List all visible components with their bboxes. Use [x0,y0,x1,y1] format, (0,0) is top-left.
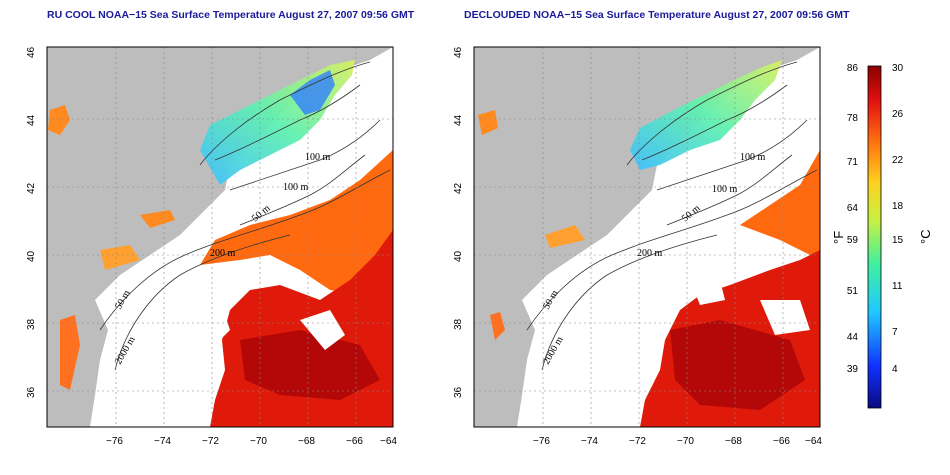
left-map [47,47,393,427]
svg-text:7: 7 [892,327,898,338]
cloud-patch [690,280,725,305]
svg-text:−70: −70 [677,436,694,447]
svg-text:22: 22 [892,155,904,166]
coastal-warm [545,225,585,248]
svg-text:−76: −76 [533,436,550,447]
svg-text:46: 46 [453,46,464,58]
svg-text:−72: −72 [202,436,219,447]
svg-text:44: 44 [453,114,464,126]
contour-label: 100 m [305,152,331,163]
svg-text:−76: −76 [106,436,123,447]
shelf-waters [630,60,782,170]
contour-label: 100 m [740,152,766,163]
left-y-axis: 36 38 40 42 44 46 [26,46,37,398]
right-map [474,47,820,427]
cloud-patch [180,300,230,350]
svg-text:−72: −72 [629,436,646,447]
svg-text:40: 40 [453,250,464,262]
svg-text:40: 40 [26,250,37,262]
gulf-stream-core [240,330,380,400]
right-x-axis: −76 −74 −72 −70 −68 −66 −64 [533,436,822,447]
lat-lon-grid [47,47,393,427]
svg-text:−64: −64 [805,436,822,447]
right-map-frame [473,46,821,428]
svg-text:38: 38 [26,318,37,330]
svg-text:64: 64 [847,203,859,214]
svg-text:15: 15 [892,235,904,246]
contour-label: 200 m [210,248,236,259]
bathymetry-contours [526,61,818,371]
fahrenheit-unit: °F [831,231,846,244]
svg-text:26: 26 [892,109,904,120]
svg-text:44: 44 [847,332,859,343]
lat-lon-grid [474,47,820,427]
svg-text:−66: −66 [773,436,790,447]
svg-text:36: 36 [26,386,37,398]
svg-text:18: 18 [892,201,904,212]
cloud-patch [760,300,810,335]
colorbar-celsius-ticks: 30 26 22 18 15 11 7 4 [892,63,904,375]
contour-label: 100 m [283,182,309,193]
warm-water [740,150,820,260]
svg-text:44: 44 [26,114,37,126]
svg-text:30: 30 [892,63,904,74]
left-x-axis: −76 −74 −72 −70 −68 −66 −64 [106,436,397,447]
svg-text:−64: −64 [380,436,397,447]
svg-text:78: 78 [847,113,859,124]
right-y-axis: 36 38 40 42 44 46 [453,46,464,398]
cloud-patch [300,310,345,350]
svg-text:42: 42 [26,182,37,194]
coastal-warm [478,110,498,135]
svg-text:38: 38 [453,318,464,330]
coastal-warm [490,312,505,340]
svg-text:−66: −66 [346,436,363,447]
svg-text:39: 39 [847,364,859,375]
left-map-frame [46,46,394,428]
contour-label: 200 m [637,248,663,259]
warm-water [200,150,393,300]
bathymetry-contours [99,61,391,371]
svg-text:71: 71 [847,157,859,168]
svg-text:51: 51 [847,286,859,297]
cloud-patch [140,355,210,415]
svg-text:42: 42 [453,182,464,194]
coastal-warm [48,105,70,135]
svg-text:−74: −74 [581,436,598,447]
svg-text:46: 46 [26,46,37,58]
svg-text:59: 59 [847,235,859,246]
celsius-unit: °C [918,229,933,244]
svg-text:86: 86 [847,63,859,74]
colorbar-gradient [867,65,882,409]
left-panel-title: RU COOL NOAA−15 Sea Surface Temperature … [47,9,415,21]
right-panel-title: DECLOUDED NOAA−15 Sea Surface Temperatur… [464,9,850,21]
svg-text:−74: −74 [154,436,171,447]
svg-text:−70: −70 [250,436,267,447]
cold-coastal [290,70,335,115]
coastal-warm [60,315,80,390]
colorbar-fahrenheit-ticks: 86 78 71 64 59 51 44 39 [847,63,859,375]
svg-text:11: 11 [892,281,903,292]
svg-text:−68: −68 [298,436,315,447]
svg-text:−68: −68 [725,436,742,447]
gulf-stream-core [670,320,805,410]
coastal-warm [140,210,175,228]
svg-text:4: 4 [892,364,898,375]
svg-text:36: 36 [453,386,464,398]
contour-label: 100 m [712,184,738,195]
colorbar: 86 78 71 64 59 51 44 39 30 26 22 18 15 1… [831,63,933,409]
coastal-warm [100,245,140,270]
